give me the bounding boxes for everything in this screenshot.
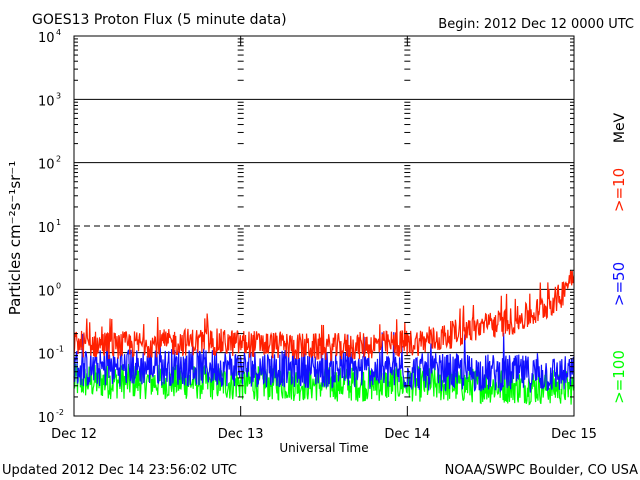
x-tick-label: Dec 15 [551, 427, 597, 442]
svg-text:10: 10 [38, 284, 55, 299]
series-line-50 [73, 332, 575, 393]
x-axis-tick-labels: Dec 12 Dec 13 Dec 14 Dec 15 [51, 427, 597, 442]
svg-text:10: 10 [38, 411, 55, 426]
svg-text:-2: -2 [56, 408, 64, 417]
svg-text:10: 10 [38, 31, 55, 46]
y-tick-label: 10 -2 [38, 408, 64, 426]
series-line-100 [73, 363, 575, 406]
svg-text:1: 1 [56, 218, 61, 227]
units-label: MeV [612, 112, 628, 143]
x-tick-label: Dec 13 [218, 427, 264, 442]
series-layer [73, 269, 575, 406]
y-tick-label: 10 0 [38, 281, 61, 299]
chart-title: GOES13 Proton Flux (5 minute data) [32, 12, 287, 28]
svg-text:-1: -1 [56, 345, 64, 354]
y-tick-label: 10 1 [38, 218, 61, 236]
y-tick-label: 10 -1 [38, 345, 64, 363]
x-tick-label: Dec 12 [51, 427, 97, 442]
legend-entry-1: >=50 [610, 262, 628, 306]
svg-text:0: 0 [56, 281, 61, 290]
plot-frame [73, 35, 575, 417]
day-boundary-ticks [74, 36, 574, 416]
y-tick-label: 10 4 [38, 28, 61, 46]
y-tick-label: 10 2 [38, 155, 61, 173]
svg-text:4: 4 [56, 28, 61, 37]
updated-timestamp: Updated 2012 Dec 14 23:56:02 UTC [2, 463, 237, 478]
svg-text:10: 10 [38, 348, 55, 363]
legend-entry-0: >=10 [610, 168, 628, 212]
svg-text:10: 10 [38, 94, 55, 109]
x-tick-label: Dec 14 [384, 427, 430, 442]
svg-text:10: 10 [38, 221, 55, 236]
y-axis-label: Particles cm⁻²s⁻¹sr⁻¹ [6, 161, 24, 315]
legend: >=10 >=50 >=100 MeV [610, 112, 628, 403]
series-line-10 [73, 269, 575, 362]
svg-text:2: 2 [56, 155, 61, 164]
x-axis-label: Universal Time [279, 441, 368, 455]
svg-text:3: 3 [56, 91, 61, 100]
credit-label: NOAA/SWPC Boulder, CO USA [445, 463, 638, 478]
legend-entry-2: >=100 [610, 350, 628, 404]
y-tick-label: 10 3 [38, 91, 61, 109]
begin-label: Begin: 2012 Dec 12 0000 UTC [438, 17, 634, 32]
svg-text:10: 10 [38, 158, 55, 173]
